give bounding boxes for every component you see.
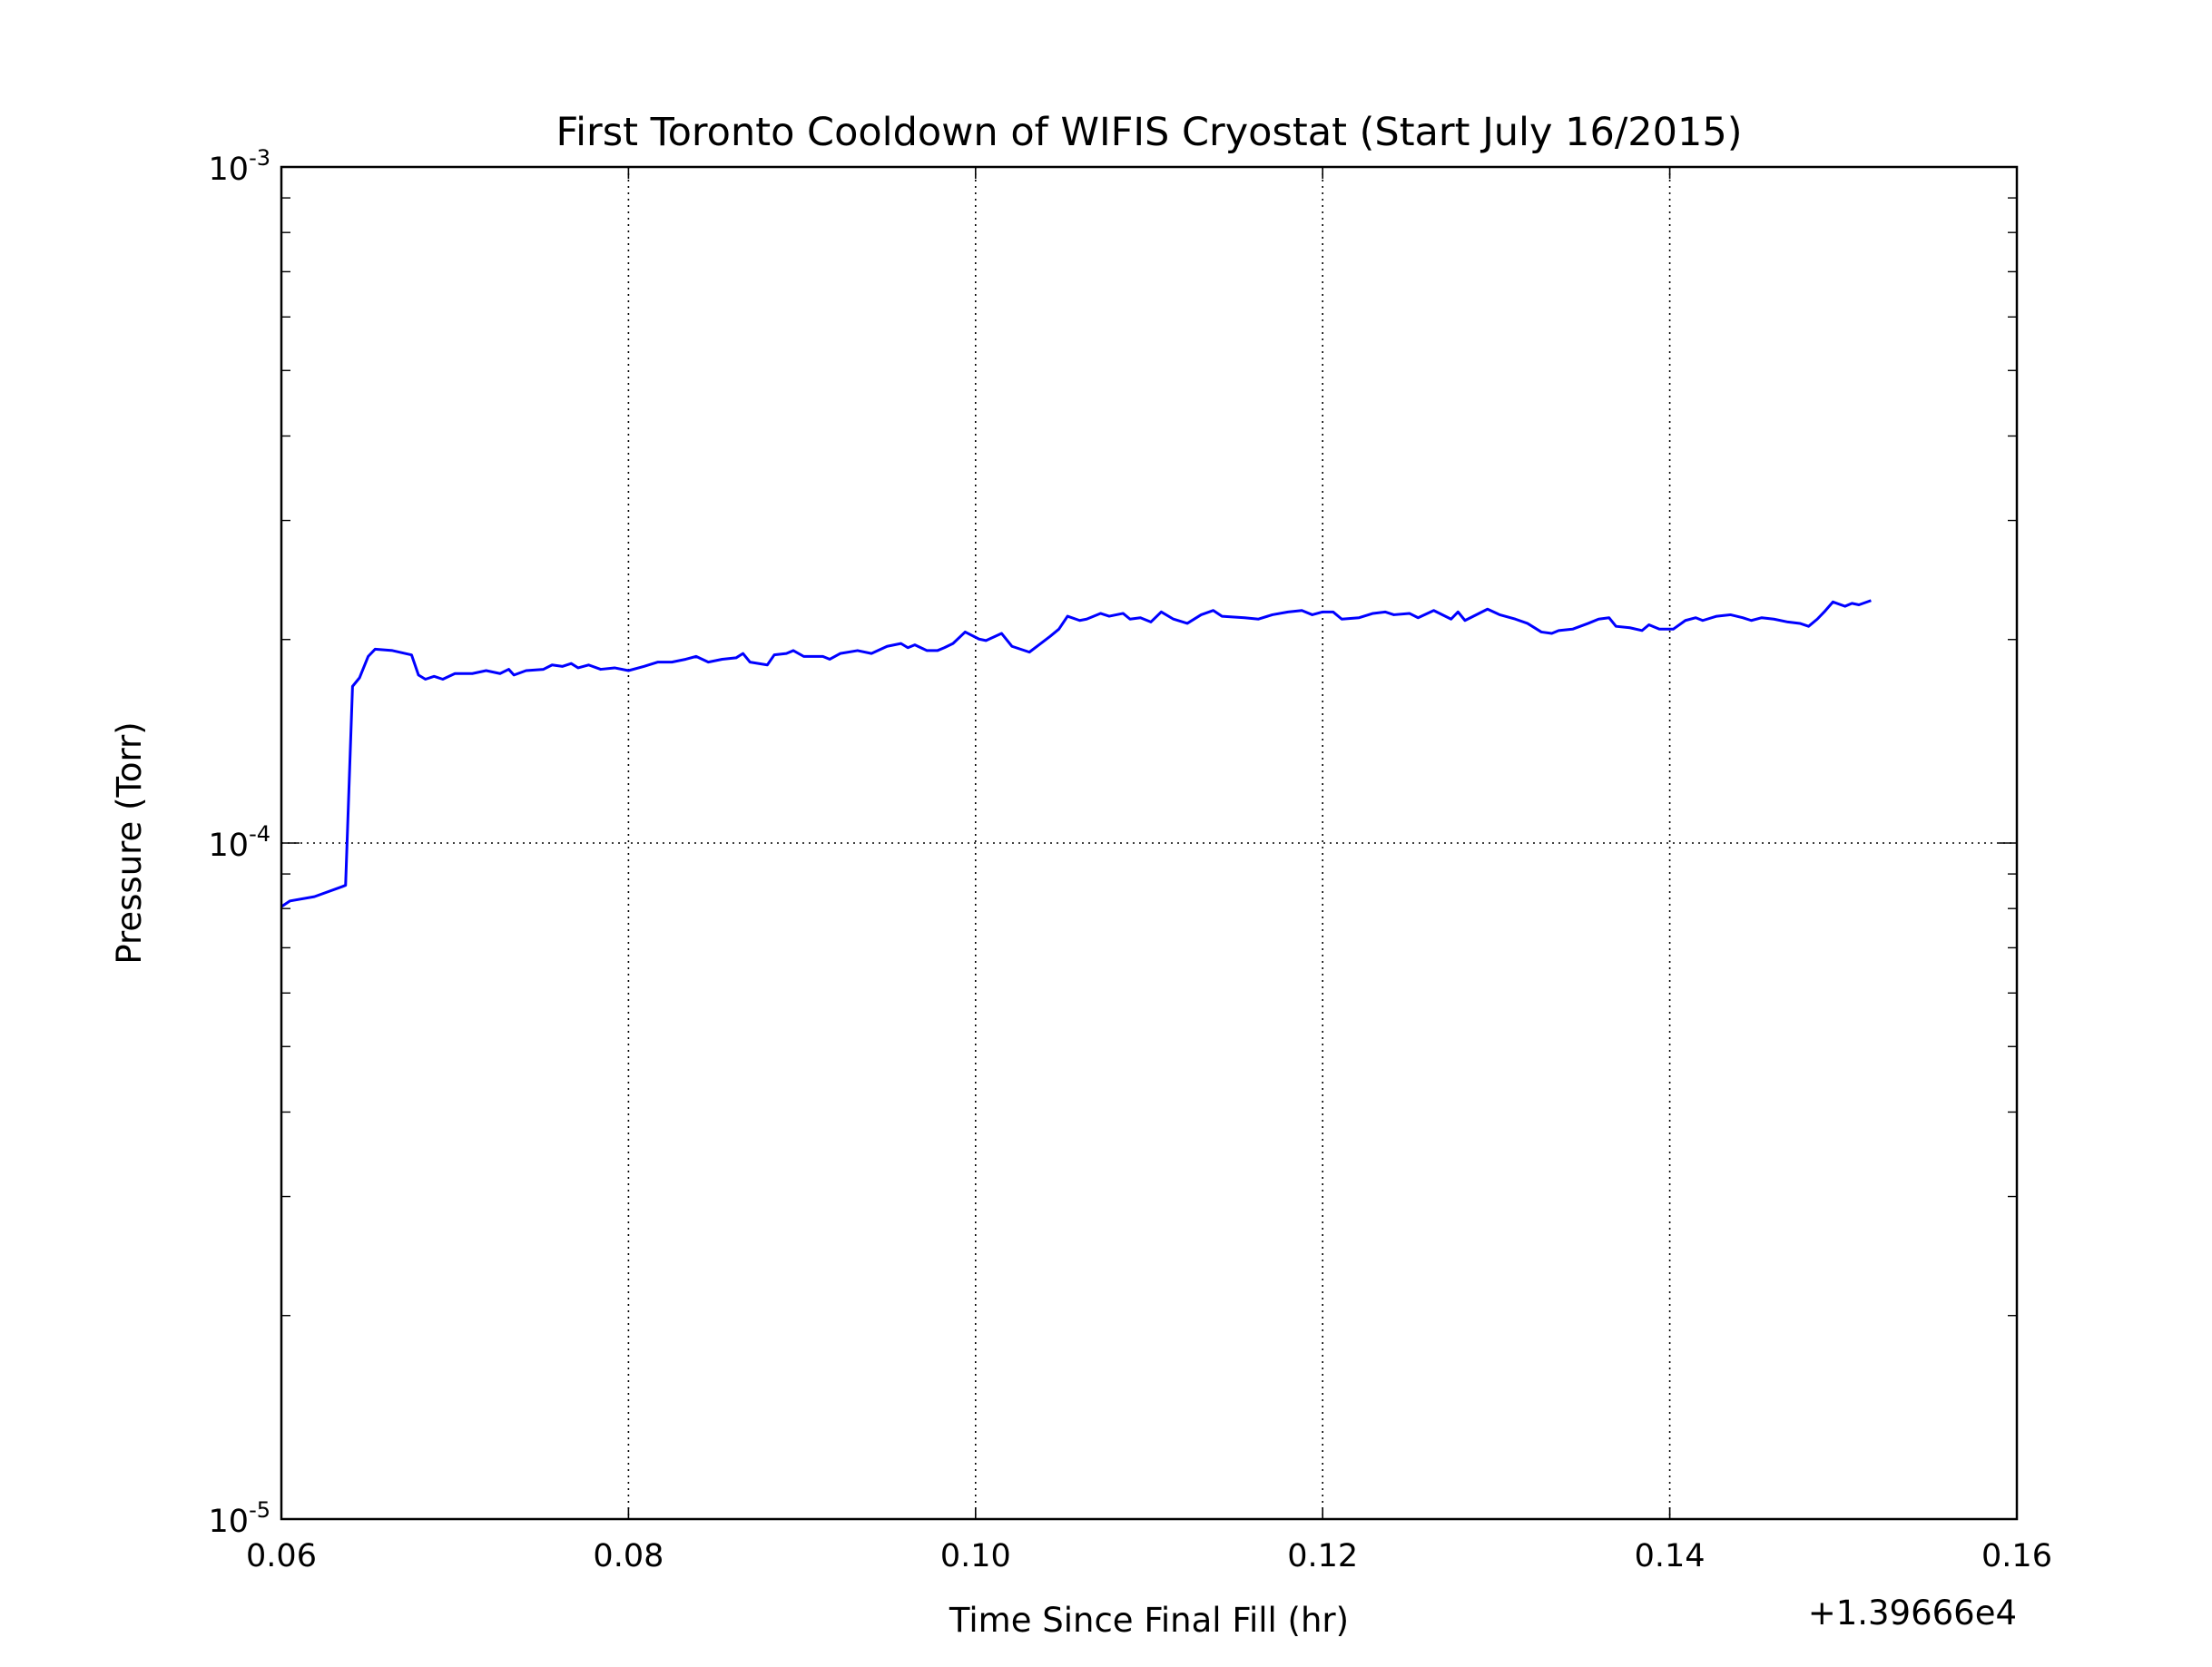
- x-axis-label: Time Since Final Fill (hr): [949, 1601, 1349, 1640]
- plot-frame: [280, 165, 2019, 1521]
- x-tick-label: 0.06: [246, 1538, 317, 1574]
- data-line: [280, 599, 1872, 908]
- x-tick-label: 0.14: [1635, 1538, 1706, 1574]
- x-tick-label: 0.08: [593, 1538, 664, 1574]
- x-tick-label: 0.10: [940, 1538, 1011, 1574]
- x-offset-label: +1.39666e4: [1808, 1593, 2017, 1633]
- y-tick-label: 10-5: [209, 1497, 270, 1540]
- x-tick-label: 0.12: [1287, 1538, 1358, 1574]
- y-tick-label: 10-3: [209, 145, 270, 188]
- x-tick-label: 0.16: [1981, 1538, 2052, 1574]
- chart-title: First Toronto Cooldown of WIFIS Cryostat…: [555, 110, 1742, 155]
- y-axis-label: Pressure (Torr): [110, 721, 149, 964]
- y-tick-label: 10-4: [209, 821, 270, 864]
